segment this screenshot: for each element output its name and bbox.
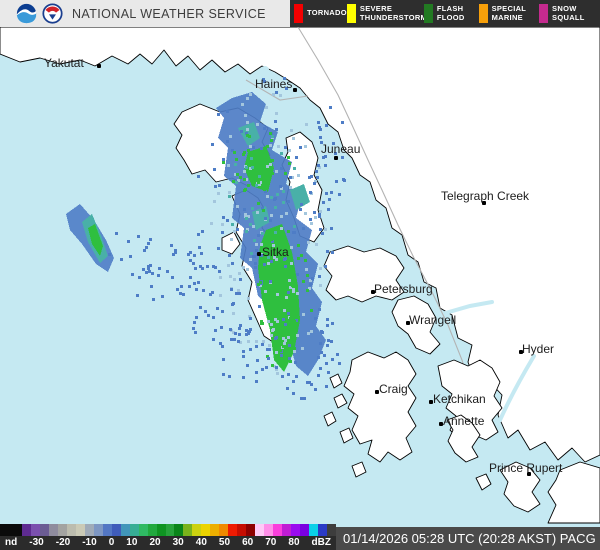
colorbar-cell: [326, 524, 336, 536]
noaa-logo-icon: [16, 3, 37, 24]
colorbar-cell: [129, 524, 139, 536]
warning-legend-item: SEVERE THUNDERSTORM: [346, 3, 428, 23]
colorbar-tick: -30: [29, 537, 44, 548]
warning-color-swatch: [346, 4, 356, 23]
zone-boundary: [245, 79, 309, 101]
colorbar-cell: [102, 524, 112, 536]
warning-legend-item: SNOW SQUALL: [539, 4, 596, 23]
colorbar-tick: 10: [126, 537, 138, 548]
warning-label: SEVERE THUNDERSTORM: [359, 3, 428, 22]
warning-color-swatch: [294, 4, 303, 23]
warning-label: FLASH FLOOD: [436, 3, 465, 22]
radar-ocean-band-green: [88, 224, 103, 256]
reflectivity-ticks: nd -30 -20 -10 0 10 20 30 40 50 60 70 80 dBZ: [0, 536, 336, 550]
colorbar-tick: 60: [242, 537, 254, 548]
reflectivity-colorbar: [0, 524, 336, 536]
warning-color-swatch: [539, 4, 549, 23]
warning-label: SPECIAL MARINE: [491, 3, 527, 22]
colorbar-cell: [291, 524, 301, 536]
colorbar-cell: [246, 524, 256, 536]
colorbar-cell: [317, 524, 327, 536]
colorbar-cell: [30, 524, 40, 536]
colorbar-tick: dBZ: [311, 537, 331, 548]
timestamp-readout: 01/14/2026 05:28 UTC (20:28 AKST) PACG: [336, 527, 600, 550]
colorbar-cell: [93, 524, 103, 536]
colorbar-cell: [300, 524, 309, 536]
warning-legend-item: SPECIAL MARINE: [478, 3, 539, 23]
colorbar-cell: [75, 524, 85, 536]
warning-legend: TORNADO SEVERE THUNDERSTORM FLASH FLOOD SPE…: [290, 0, 600, 27]
colorbar-cell: [48, 524, 58, 536]
colorbar-cell: [174, 524, 184, 536]
colorbar-cell: [219, 524, 229, 536]
top-banner: NATIONAL WEATHER SERVICE TORNADO SEVERE T…: [0, 0, 600, 27]
colorbar-cell: [192, 524, 202, 536]
colorbar-cell: [138, 524, 148, 536]
colorbar-tick: -10: [82, 537, 97, 548]
island-group: [173, 103, 600, 524]
warning-legend-item: FLASH FLOOD: [423, 3, 479, 23]
bottom-bar: nd -30 -20 -10 0 10 20 30 40 50 60 70 80 dBZ 01/14/20…: [0, 524, 600, 550]
warning-color-swatch: [478, 4, 488, 23]
colorbar-tick: 30: [172, 537, 184, 548]
colorbar-cell: [66, 524, 76, 536]
colorbar-tick: 0: [108, 537, 115, 548]
nws-banner: NATIONAL WEATHER SERVICE: [0, 0, 290, 27]
mainland: [0, 26, 600, 463]
colorbar-tick: 70: [265, 537, 277, 548]
colorbar-cell: [282, 524, 292, 536]
warning-label: SNOW SQUALL: [552, 3, 585, 22]
colorbar-cell: [147, 524, 157, 536]
colorbar-cell: [201, 524, 211, 536]
colorbar-cell: [183, 524, 193, 536]
radar-speckle-layer: [108, 77, 346, 400]
warning-legend-item: TORNADO: [294, 4, 347, 23]
colorbar-tick: 50: [218, 537, 231, 548]
colorbar-cell: [255, 524, 265, 536]
stikine-river: [440, 300, 494, 316]
colorbar-cell: [210, 524, 220, 536]
colorbar-cell: [111, 524, 121, 536]
reflectivity-scale: nd -30 -20 -10 0 10 20 30 40 50 60 70 80 dBZ: [0, 524, 336, 550]
portland-canal: [498, 354, 536, 422]
colorbar-tick: -20: [55, 537, 71, 548]
colorbar-cell: [228, 524, 238, 536]
nws-logo-icon: [42, 3, 63, 24]
colorbar-cell: [264, 524, 274, 536]
colorbar-tick: nd: [5, 537, 18, 548]
radar-green-core-main: [258, 224, 300, 372]
colorbar-cell: [39, 524, 49, 536]
colorbar-cell: [57, 524, 67, 536]
warning-color-swatch: [423, 4, 433, 23]
colorbar-cell: [165, 524, 175, 536]
radar-echoes: [66, 77, 346, 400]
colorbar-cell: [22, 524, 31, 536]
colorbar-cell: [309, 524, 318, 536]
colorbar-cell: [0, 524, 22, 536]
colorbar-tick: 40: [195, 537, 207, 548]
colorbar-cell: [273, 524, 283, 536]
colorbar-cell: [237, 524, 247, 536]
colorbar-cell: [84, 524, 94, 536]
warning-label: TORNADO: [307, 8, 347, 18]
agency-title: NATIONAL WEATHER SERVICE: [72, 6, 266, 21]
colorbar-tick: 20: [149, 537, 161, 548]
taku-inlet: [330, 160, 356, 178]
colorbar-cell: [120, 524, 130, 536]
colorbar-cell: [156, 524, 166, 536]
colorbar-tick: 80: [288, 537, 300, 548]
